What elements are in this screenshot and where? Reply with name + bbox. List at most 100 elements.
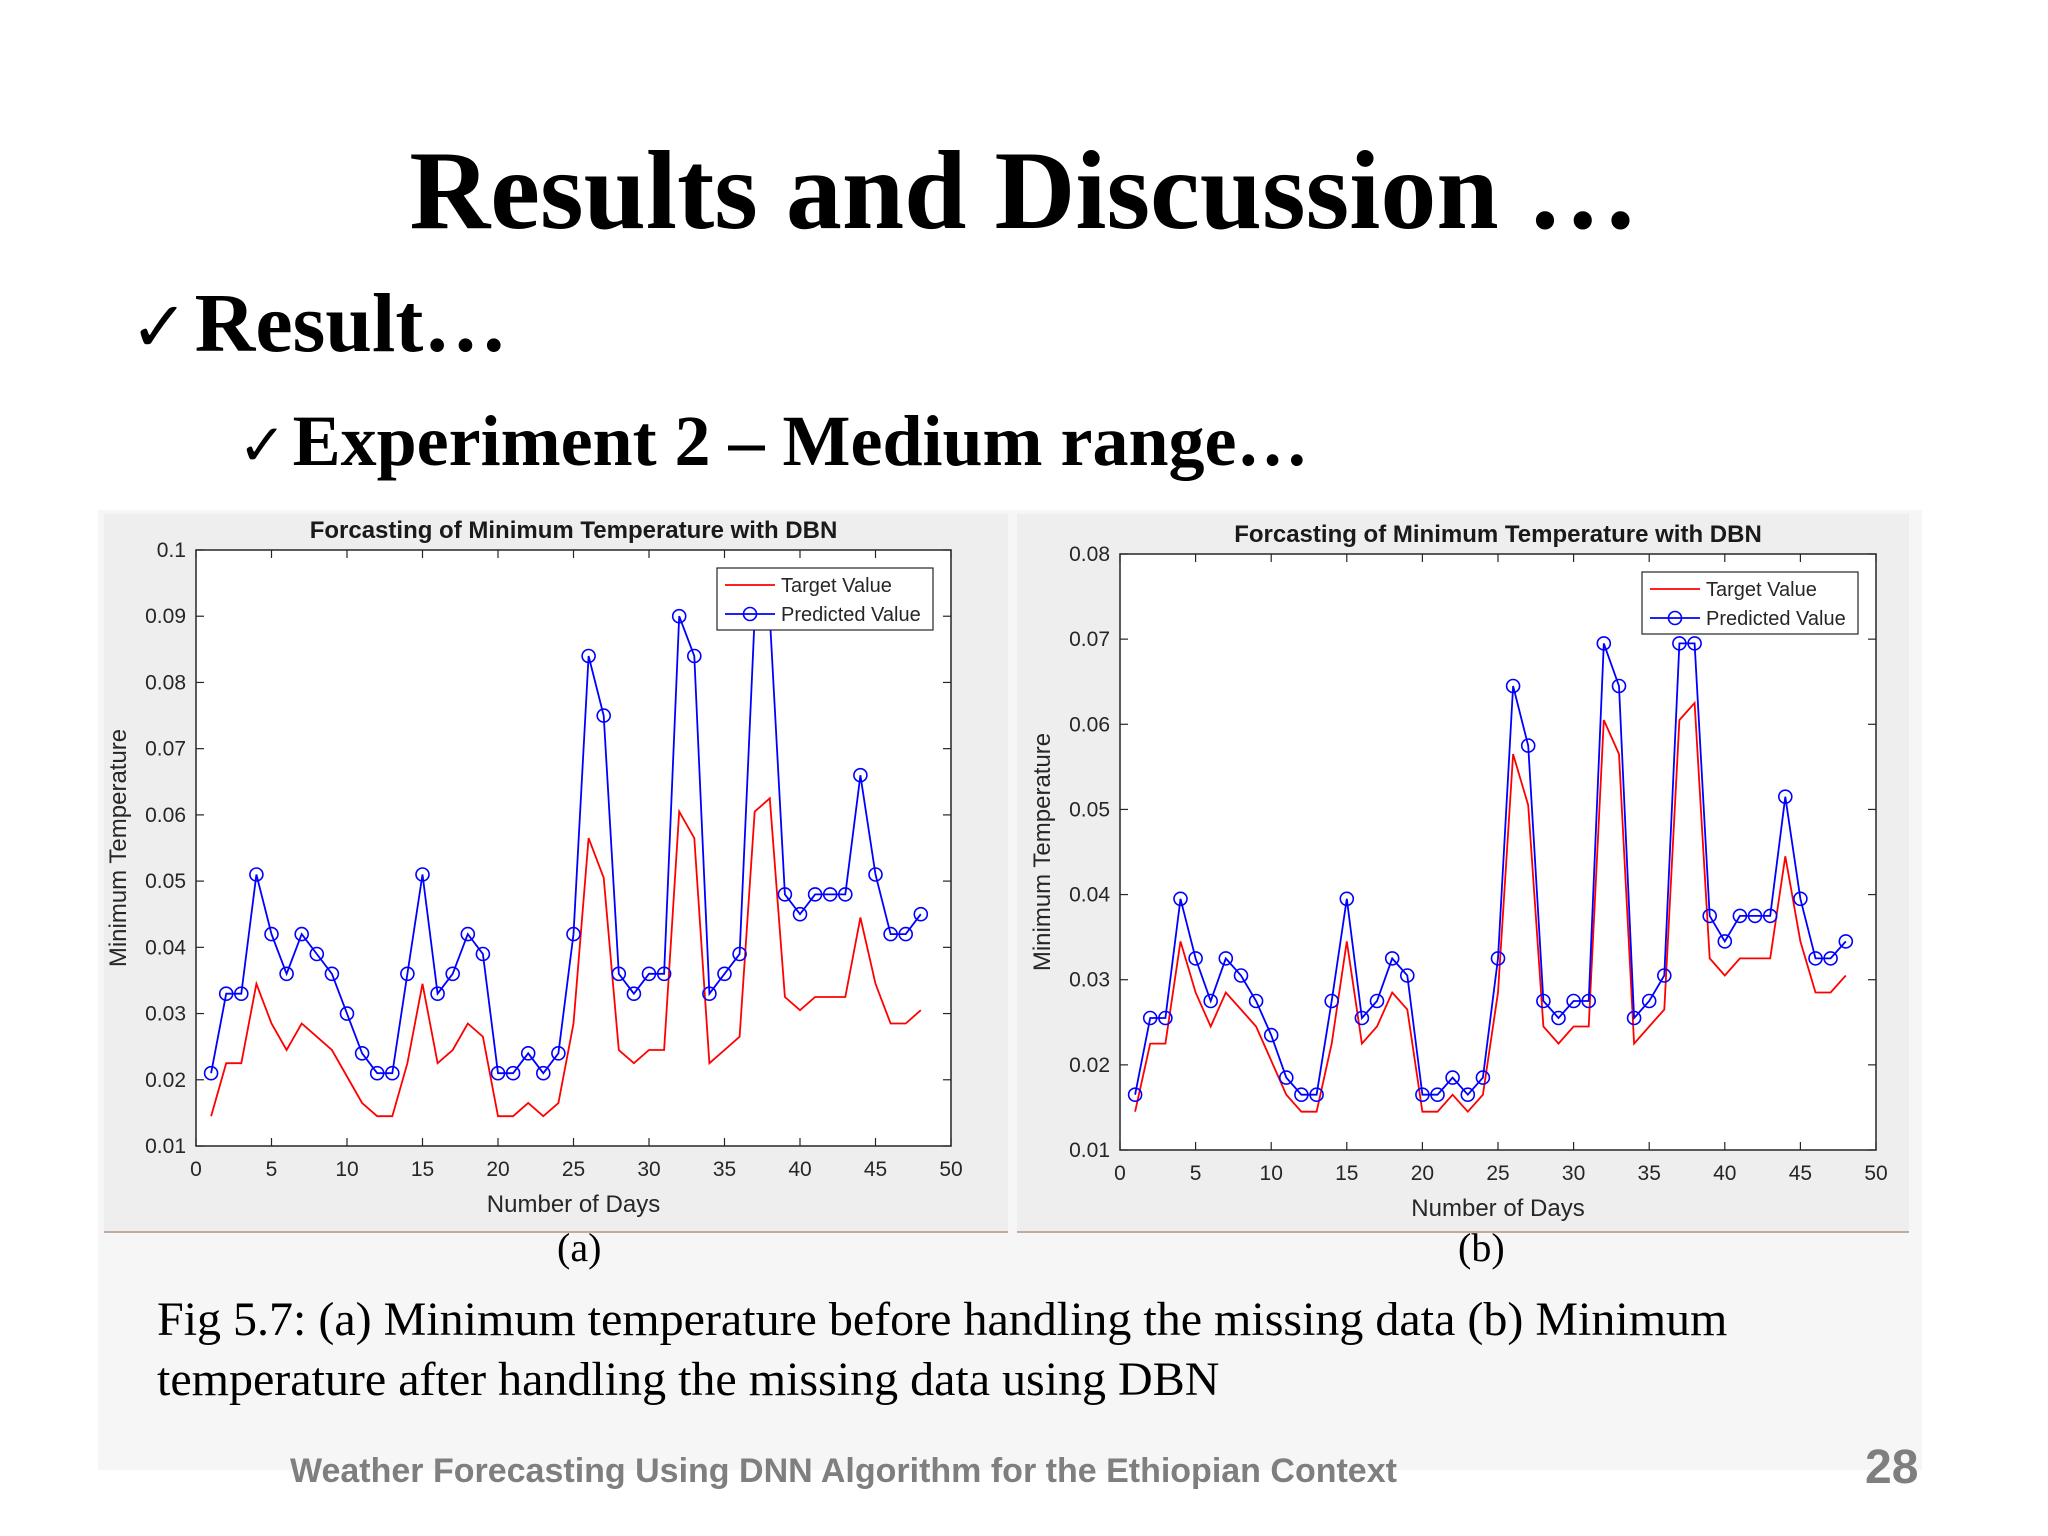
data-point-predicted — [520, 1045, 536, 1061]
y-tick-label: 0.01 — [1069, 1139, 1110, 1162]
data-point-predicted — [1520, 738, 1536, 753]
x-tick-label: 40 — [1713, 1162, 1736, 1185]
data-point-predicted — [822, 887, 838, 902]
data-point-predicted — [309, 946, 325, 962]
data-point-predicted — [1551, 1010, 1566, 1026]
data-point-predicted — [898, 926, 914, 942]
series-line-predicted — [210, 615, 922, 1075]
x-tick-label: 0 — [1114, 1162, 1126, 1185]
data-point-predicted — [1747, 908, 1763, 924]
data-point-predicted — [1641, 993, 1657, 1009]
data-point-predicted — [234, 986, 249, 1002]
data-point-predicted — [1656, 968, 1672, 983]
data-point-predicted — [1717, 934, 1733, 949]
data-point-predicted — [1475, 1070, 1491, 1085]
data-point-predicted — [535, 1065, 551, 1081]
x-tick-label: 5 — [266, 1158, 278, 1181]
data-point-predicted — [581, 648, 596, 664]
data-point-predicted — [777, 887, 793, 902]
data-point-predicted — [853, 767, 868, 783]
bullet-experiment-text: Experiment 2 – Medium range… — [292, 401, 1309, 481]
data-point-predicted — [354, 1045, 370, 1061]
data-point-predicted — [1702, 908, 1718, 924]
data-point-predicted — [249, 867, 264, 882]
data-point-predicted — [218, 986, 234, 1002]
data-point-predicted — [913, 906, 929, 922]
data-point-predicted — [400, 966, 415, 982]
chart-a: Forcasting of Minimum Temperature with D… — [105, 517, 963, 1218]
data-point-predicted — [1808, 951, 1823, 966]
data-point-predicted — [445, 966, 461, 982]
data-point-predicted — [1324, 993, 1340, 1009]
x-tick-label: 20 — [1411, 1162, 1434, 1185]
data-point-predicted — [1777, 789, 1793, 805]
subfigure-label-b: (b) — [1458, 1225, 1505, 1270]
data-point-predicted — [1203, 993, 1218, 1009]
data-point-predicted — [837, 887, 853, 902]
data-point-predicted — [792, 906, 808, 922]
series-line-predicted — [1134, 642, 1847, 1097]
y-tick-label: 0.06 — [1069, 713, 1110, 736]
y-tick-label: 0.01 — [145, 1135, 186, 1158]
data-point-predicted — [1142, 1010, 1158, 1026]
x-tick-label: 25 — [562, 1158, 585, 1181]
data-point-predicted — [626, 986, 642, 1002]
data-point-predicted — [717, 966, 732, 982]
data-point-predicted — [1838, 934, 1854, 949]
data-point-predicted — [203, 1065, 219, 1081]
data-point-predicted — [505, 1065, 521, 1081]
data-point-predicted — [1687, 636, 1702, 651]
x-tick-label: 25 — [1486, 1162, 1509, 1185]
data-point-predicted — [1581, 993, 1597, 1009]
caption-line-2: temperature after handling the missing d… — [157, 1353, 1220, 1406]
x-tick-label: 30 — [637, 1158, 660, 1181]
data-point-predicted — [1732, 908, 1748, 924]
legend-label: Predicted Value — [781, 604, 921, 626]
data-point-predicted — [1762, 908, 1778, 924]
chart-b: Forcasting of Minimum Temperature with D… — [1029, 521, 1888, 1222]
data-point-predicted — [1158, 1010, 1173, 1026]
legend-marker — [742, 606, 758, 622]
data-point-predicted — [596, 708, 612, 723]
y-tick-label: 0.1 — [157, 539, 186, 562]
series-line-target — [210, 796, 922, 1118]
x-axis-label: Number of Days — [487, 1191, 660, 1218]
data-point-predicted — [1127, 1087, 1143, 1103]
y-tick-label: 0.03 — [145, 1003, 186, 1026]
y-tick-label: 0.02 — [145, 1069, 186, 1092]
checkmark-icon: ✓ — [130, 286, 189, 368]
y-tick-label: 0.07 — [1069, 628, 1110, 651]
data-point-predicted — [883, 926, 898, 942]
x-tick-label: 30 — [1562, 1162, 1585, 1185]
data-point-predicted — [324, 966, 340, 982]
data-point-predicted — [1248, 993, 1264, 1009]
checkmark-icon: ✓ — [238, 411, 287, 479]
x-tick-label: 40 — [788, 1158, 811, 1181]
x-tick-label: 45 — [864, 1158, 887, 1181]
data-point-predicted — [430, 986, 445, 1002]
data-point-predicted — [1611, 678, 1627, 694]
data-point-predicted — [1263, 1027, 1279, 1043]
data-point-predicted — [1309, 1087, 1324, 1103]
chart-title: Forcasting of Minimum Temperature with D… — [1234, 521, 1762, 548]
series-group — [1127, 636, 1854, 1114]
data-point-predicted — [490, 1065, 506, 1081]
data-point-predicted — [1354, 1010, 1370, 1026]
bullet-result: ✓Result… — [130, 282, 507, 366]
legend-label: Target Value — [1706, 579, 1817, 601]
footer-text: Weather Forecasting Using DNN Algorithm … — [290, 1452, 1397, 1490]
data-point-predicted — [732, 946, 747, 962]
data-point-predicted — [1294, 1087, 1309, 1103]
data-point-predicted — [551, 1045, 566, 1061]
y-tick-label: 0.09 — [145, 605, 186, 628]
data-point-predicted — [868, 867, 883, 882]
data-point-predicted — [1188, 951, 1203, 966]
data-point-predicted — [294, 926, 309, 942]
y-tick-label: 0.05 — [145, 870, 186, 893]
y-tick-label: 0.02 — [1069, 1054, 1110, 1077]
data-point-predicted — [475, 946, 491, 962]
chart-panel-b: Forcasting of Minimum Temperature with D… — [1017, 514, 1909, 1233]
data-point-predicted — [1339, 891, 1355, 907]
data-point-predicted — [369, 1065, 385, 1081]
data-point-predicted — [671, 608, 687, 624]
